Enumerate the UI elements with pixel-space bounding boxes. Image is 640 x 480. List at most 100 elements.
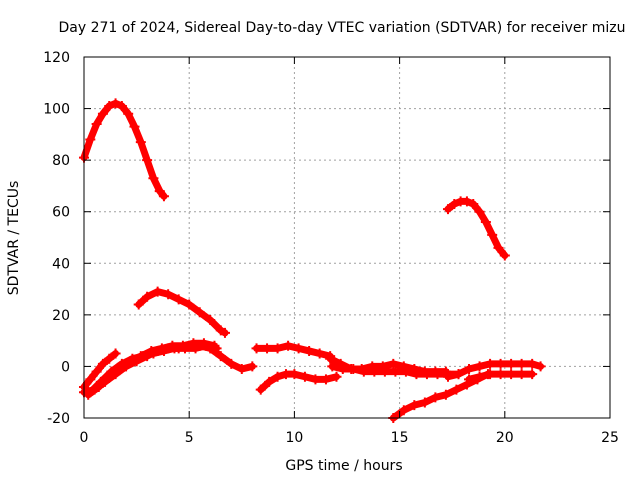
data-point bbox=[337, 364, 348, 375]
plot-frame bbox=[83, 56, 611, 419]
series-arc-4 bbox=[79, 348, 121, 393]
data-point bbox=[264, 376, 275, 387]
data-point bbox=[95, 376, 106, 387]
data-point bbox=[506, 369, 517, 380]
data-point bbox=[142, 291, 153, 302]
series-trace bbox=[444, 360, 545, 381]
data-point bbox=[419, 397, 430, 408]
series-trace bbox=[135, 288, 229, 337]
data-point bbox=[91, 119, 102, 130]
data-point bbox=[184, 299, 195, 310]
data-point bbox=[451, 384, 462, 395]
series-arc-8 bbox=[251, 340, 336, 362]
y-tick-label: 40 bbox=[52, 256, 70, 272]
x-axis-label: GPS time / hours bbox=[285, 458, 402, 474]
data-point bbox=[158, 345, 169, 356]
data-point bbox=[499, 250, 510, 261]
data-point bbox=[127, 353, 138, 364]
data-point bbox=[495, 369, 506, 380]
data-point bbox=[123, 108, 134, 119]
data-point bbox=[506, 358, 517, 369]
x-tick-label: 20 bbox=[496, 430, 514, 446]
x-tick-label: 0 bbox=[80, 430, 89, 446]
data-point bbox=[106, 366, 117, 377]
data-point bbox=[135, 137, 146, 148]
data-point bbox=[430, 392, 441, 403]
data-point bbox=[482, 369, 493, 380]
data-point bbox=[97, 108, 108, 119]
data-point bbox=[358, 366, 369, 377]
y-tick-label: 120 bbox=[43, 50, 70, 66]
data-point bbox=[280, 369, 291, 380]
data-point bbox=[516, 369, 527, 380]
data-point bbox=[272, 343, 283, 354]
data-point bbox=[154, 186, 165, 197]
data-point bbox=[474, 206, 485, 217]
data-point bbox=[299, 371, 310, 382]
data-point bbox=[201, 340, 212, 351]
data-point bbox=[390, 366, 401, 377]
x-tick-label: 5 bbox=[185, 430, 194, 446]
x-tick-label: 10 bbox=[285, 430, 303, 446]
data-point bbox=[116, 358, 127, 369]
data-point bbox=[369, 366, 380, 377]
data-point bbox=[219, 327, 230, 338]
data-point bbox=[388, 358, 399, 369]
data-point bbox=[485, 358, 496, 369]
data-point bbox=[432, 369, 443, 380]
y-tick-label: 80 bbox=[52, 153, 70, 169]
data-point bbox=[85, 387, 96, 398]
data-point bbox=[211, 343, 222, 354]
data-point bbox=[104, 353, 115, 364]
data-point bbox=[215, 351, 226, 362]
data-point bbox=[409, 400, 420, 411]
data-point bbox=[283, 340, 294, 351]
axis-ticks: 0 5 10 15 20 25 -20 0 20 40 60 80 100 120 bbox=[43, 50, 619, 446]
y-tick-label: 100 bbox=[43, 102, 70, 118]
data-point bbox=[461, 379, 472, 390]
data-point bbox=[348, 364, 359, 375]
series-trace bbox=[80, 99, 168, 200]
data-point bbox=[400, 366, 411, 377]
data-point bbox=[148, 348, 159, 359]
data-point bbox=[474, 361, 485, 372]
y-tick-label: 0 bbox=[61, 359, 70, 375]
series-arc-3 bbox=[133, 286, 230, 338]
data-point bbox=[190, 343, 201, 354]
data-point bbox=[421, 369, 432, 380]
data-point bbox=[472, 374, 483, 385]
y-tick-label: -20 bbox=[47, 411, 70, 427]
series-trace bbox=[444, 197, 509, 260]
data-point bbox=[464, 364, 475, 375]
data-point bbox=[85, 134, 96, 145]
data-point bbox=[173, 294, 184, 305]
data-point bbox=[468, 198, 479, 209]
data-point bbox=[304, 345, 315, 356]
data-point bbox=[449, 198, 460, 209]
data-point bbox=[527, 369, 538, 380]
data-point bbox=[314, 348, 325, 359]
series-arc-1 bbox=[79, 98, 169, 202]
data-point bbox=[152, 286, 163, 297]
data-point bbox=[236, 364, 247, 375]
data-point bbox=[262, 343, 273, 354]
data-point bbox=[535, 361, 546, 372]
data-point bbox=[398, 405, 409, 416]
data-point bbox=[129, 121, 140, 132]
series-arc-2 bbox=[442, 196, 510, 261]
data-point bbox=[97, 358, 108, 369]
data-point bbox=[320, 374, 331, 385]
data-point bbox=[163, 289, 174, 300]
data-point bbox=[247, 361, 258, 372]
data-point bbox=[327, 361, 338, 372]
series-arc-9 bbox=[255, 369, 342, 395]
data-point bbox=[527, 358, 538, 369]
data-point bbox=[110, 348, 121, 359]
y-tick-label: 20 bbox=[52, 308, 70, 324]
data-point bbox=[480, 217, 491, 228]
series-arc-7 bbox=[85, 340, 222, 398]
data-point bbox=[110, 98, 121, 109]
data-point bbox=[442, 371, 453, 382]
